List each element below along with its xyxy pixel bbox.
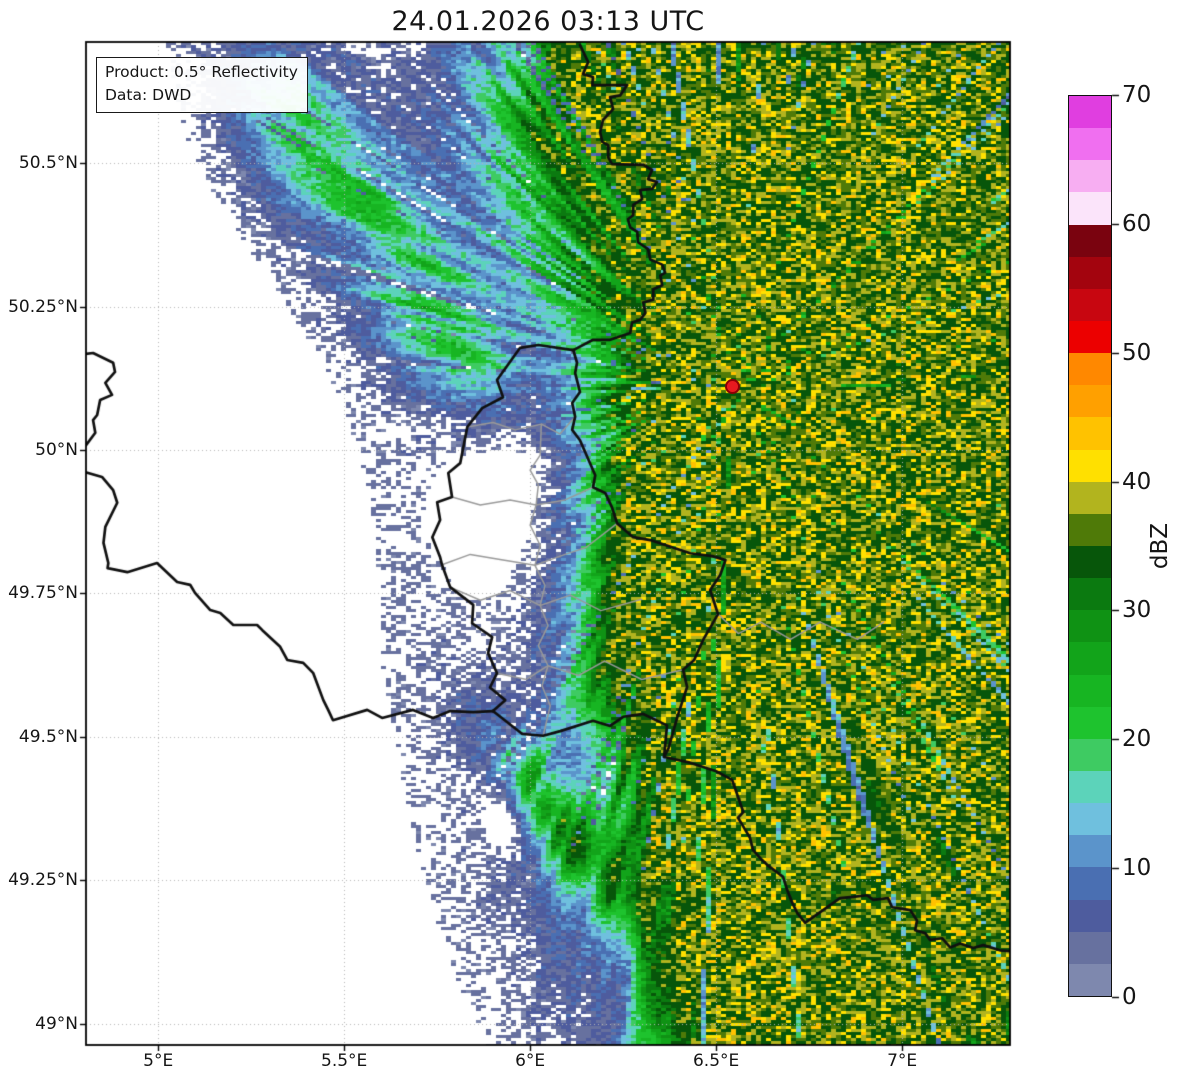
y-tick-label: 49.75°N [8, 583, 78, 604]
colorbar-tick-label: 30 [1122, 597, 1152, 624]
colorbar-tick-label: 60 [1122, 210, 1152, 237]
product-annotation-box: Product: 0.5° Reflectivity Data: DWD [96, 57, 308, 113]
colorbar-segment [1069, 706, 1111, 739]
y-tick-label: 50°N [35, 439, 78, 460]
colorbar [1068, 95, 1112, 997]
colorbar-segment [1069, 128, 1111, 161]
product-line: Product: 0.5° Reflectivity [105, 63, 298, 81]
colorbar-segment [1069, 192, 1111, 225]
colorbar-segment [1069, 481, 1111, 514]
colorbar-tick-label: 50 [1122, 339, 1152, 366]
colorbar-segment [1069, 160, 1111, 193]
colorbar-segment [1069, 610, 1111, 643]
colorbar-segment [1069, 899, 1111, 932]
y-tick-label: 50.5°N [18, 153, 78, 174]
y-tick-label: 49.25°N [8, 870, 78, 891]
colorbar-tick-label: 20 [1122, 726, 1152, 753]
colorbar-segment [1069, 417, 1111, 450]
x-tick-label: 5°E [143, 1051, 174, 1071]
colorbar-segment [1069, 288, 1111, 321]
colorbar-segment [1069, 738, 1111, 771]
colorbar-tick-label: 0 [1122, 984, 1137, 1010]
colorbar-segment [1069, 96, 1111, 129]
colorbar-segment [1069, 256, 1111, 289]
x-tick-label: 7°E [887, 1051, 918, 1071]
colorbar-segment [1069, 320, 1111, 354]
colorbar-segment [1069, 803, 1111, 836]
colorbar-segment [1069, 353, 1111, 386]
x-tick-label: 6°E [515, 1051, 546, 1071]
colorbar-tick-label: 40 [1122, 468, 1152, 495]
colorbar-segment [1069, 578, 1111, 611]
colorbar-segment [1069, 545, 1111, 579]
colorbar-segment [1069, 963, 1111, 996]
y-tick-label: 49°N [35, 1013, 78, 1034]
colorbar-segment [1069, 642, 1111, 675]
colorbar-segment [1069, 449, 1111, 482]
y-tick-label: 49.5°N [18, 726, 78, 747]
colorbar-tick-label: 70 [1122, 82, 1152, 108]
colorbar-segment [1069, 931, 1111, 964]
x-tick-label: 5.5°E [321, 1051, 368, 1071]
colorbar-segment [1069, 867, 1111, 900]
radar-site-marker [724, 379, 740, 395]
colorbar-axis-label: dBZ [1147, 522, 1173, 570]
colorbar-segment [1069, 513, 1111, 546]
colorbar-segment [1069, 770, 1111, 804]
x-tick-label: 6.5°E [692, 1051, 740, 1071]
plot-title: 24.01.2026 03:13 UTC [391, 6, 705, 37]
colorbar-segment [1069, 835, 1111, 868]
colorbar-segment [1069, 385, 1111, 418]
colorbar-tick-label: 10 [1122, 855, 1152, 882]
colorbar-segment [1069, 224, 1111, 257]
y-tick-label: 50.25°N [8, 296, 78, 317]
colorbar-segment [1069, 674, 1111, 707]
data-source-line: Data: DWD [105, 86, 192, 105]
